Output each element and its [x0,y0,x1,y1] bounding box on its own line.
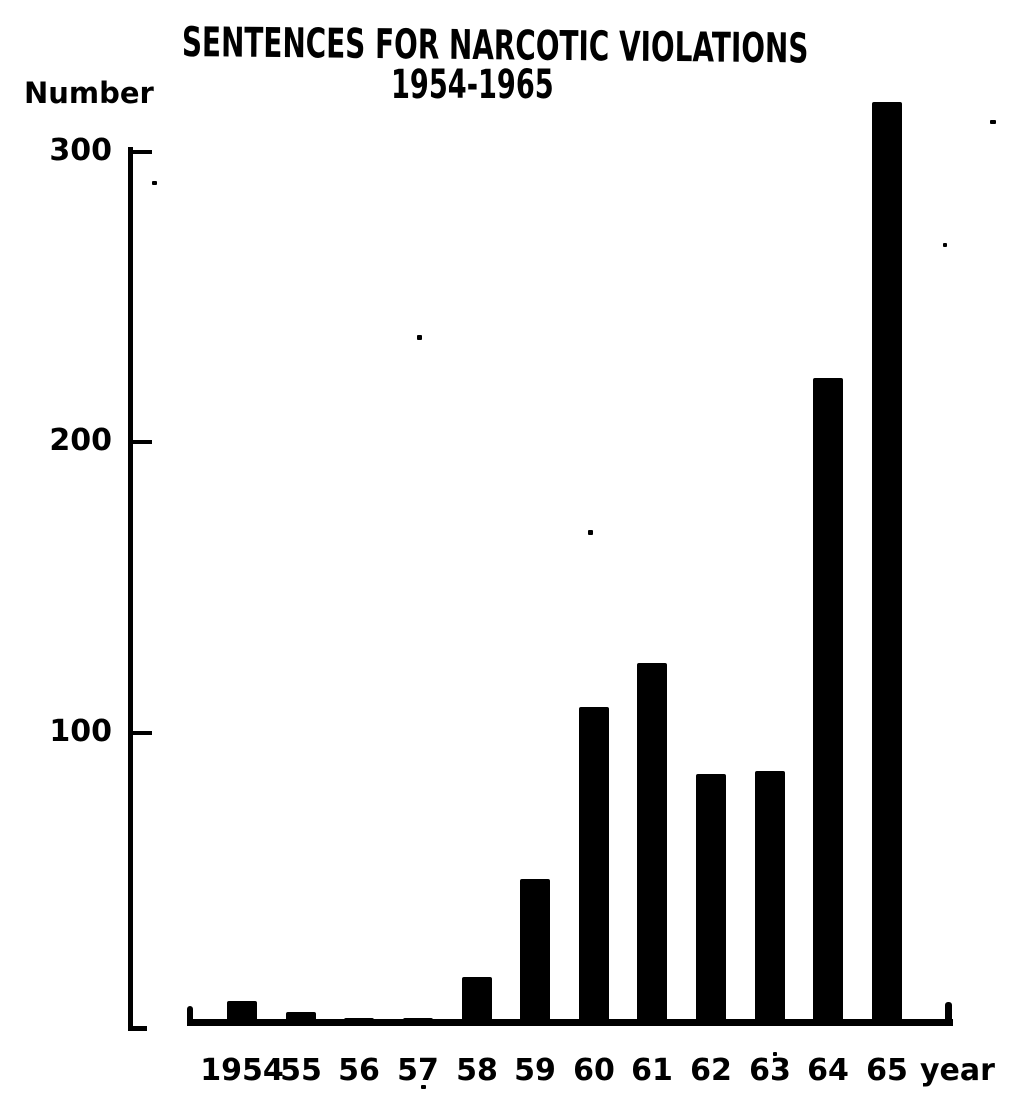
scan-speck [588,530,593,535]
bar-65 [872,102,902,1024]
y-axis-foot-tick [128,1026,147,1031]
x-tick-label-57: 57 [397,1053,439,1088]
x-tick-label-61: 61 [631,1053,673,1088]
x-tick-label-56: 56 [338,1053,380,1088]
y-axis-label: Number [24,76,154,110]
bar-60 [579,707,609,1024]
x-tick-label-1954: 1954 [200,1053,284,1088]
chart-subtitle: 1954-1965 [391,62,554,108]
y-tick-label-200: 200 [49,423,112,458]
y-tick-label-300: 300 [49,133,112,168]
x-tick-label-62: 62 [690,1053,732,1088]
bar-62 [696,774,726,1024]
bar-1954 [227,1001,257,1024]
x-tick-label-58: 58 [456,1053,498,1088]
x-tick-label-59: 59 [514,1053,556,1088]
y-tick-label-100: 100 [49,714,112,749]
bar-56 [344,1018,374,1024]
x-axis-title: year [920,1053,995,1088]
x-axis-left-end-tick [187,1006,193,1024]
x-tick-label-64: 64 [807,1053,849,1088]
bar-58 [462,977,492,1024]
x-tick-label-63: 63 [749,1053,791,1088]
y-axis-line [128,147,133,1031]
x-axis-right-end-tick [945,1002,952,1024]
bar-57 [403,1018,433,1024]
bar-63 [755,771,785,1024]
x-tick-label-60: 60 [573,1053,615,1088]
y-tick-mark-200 [128,440,152,444]
y-tick-mark-300 [128,150,152,154]
x-axis-line [187,1019,953,1026]
scan-speck [943,243,947,247]
bar-61 [637,663,667,1024]
bar-55 [286,1012,316,1024]
scan-speck [421,1085,426,1089]
bar-59 [520,879,550,1024]
y-tick-mark-100 [128,731,152,735]
bar-64 [813,378,843,1024]
x-tick-label-65: 65 [866,1053,908,1088]
scan-speck [773,1052,777,1056]
scan-speck [990,120,996,124]
x-tick-label-55: 55 [280,1053,322,1088]
scan-speck [417,335,422,340]
scan-speck [152,181,157,185]
